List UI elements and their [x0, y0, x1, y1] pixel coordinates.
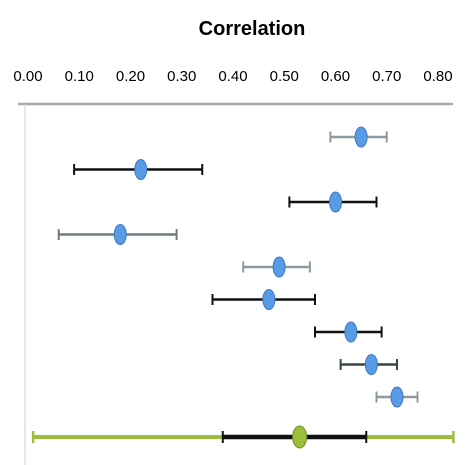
study-row — [57, 224, 178, 245]
study-row — [314, 321, 383, 343]
study-row — [211, 289, 316, 310]
point-estimate-marker — [354, 126, 368, 148]
point-estimate-marker — [390, 386, 404, 408]
x-tick-label: 0.40 — [218, 68, 247, 85]
study-row — [339, 354, 398, 375]
pooled-summary — [31, 425, 455, 449]
x-tick-label: 0.60 — [321, 68, 350, 85]
study-row — [73, 159, 204, 180]
point-estimate-marker — [329, 191, 342, 213]
study-row — [329, 126, 388, 148]
chart-title: Correlation — [199, 18, 306, 40]
x-tick-label: 0.50 — [270, 68, 299, 85]
x-tick-label: 0.20 — [116, 68, 145, 85]
study-row — [375, 386, 419, 408]
x-tick-label: 0.00 — [13, 68, 42, 85]
x-tick-label: 0.70 — [372, 68, 401, 85]
point-estimate-marker — [364, 354, 378, 375]
point-estimate-marker — [262, 289, 276, 310]
point-estimate-marker — [344, 321, 358, 343]
point-estimate-marker — [134, 159, 148, 180]
point-estimate-marker — [272, 256, 286, 278]
x-tick-label: 0.30 — [167, 68, 196, 85]
x-axis-tick-labels: 0.00 0.10 0.20 0.30 0.40 0.50 0.60 0.70 0.80 — [13, 68, 452, 85]
point-estimate-marker — [113, 224, 127, 245]
study-rows — [57, 126, 419, 408]
x-tick-label: 0.80 — [423, 68, 452, 85]
study-row — [288, 191, 378, 213]
summary-estimate-marker — [292, 425, 308, 449]
study-row — [242, 256, 311, 278]
x-tick-label: 0.10 — [65, 68, 94, 85]
